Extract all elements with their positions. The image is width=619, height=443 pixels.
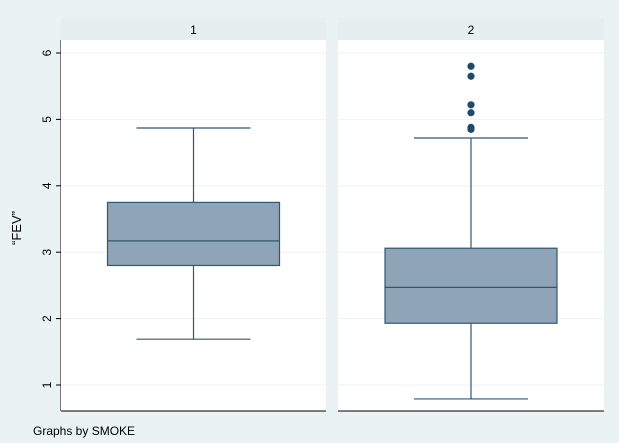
facet-strip xyxy=(61,18,326,40)
facet-label: 1 xyxy=(190,23,197,37)
facet-panel-2: 2 xyxy=(338,18,604,412)
y-tick-label: 6 xyxy=(40,49,54,56)
outlier-point xyxy=(467,72,475,80)
iqr-box xyxy=(106,201,281,267)
outlier-point xyxy=(467,62,475,70)
outlier-point xyxy=(467,101,475,109)
y-axis-title: “FEV” xyxy=(9,211,24,245)
outlier-point xyxy=(467,125,475,133)
y-tick-label: 2 xyxy=(40,315,54,322)
y-tick-label: 3 xyxy=(40,249,54,256)
facet-panel-1: 1 xyxy=(61,18,326,412)
y-tick-label: 1 xyxy=(40,381,54,388)
outlier-point xyxy=(467,109,475,117)
iqr-box xyxy=(384,247,558,324)
y-tick-label: 5 xyxy=(40,116,54,123)
y-tick-label: 4 xyxy=(40,182,54,189)
facet-strip xyxy=(338,18,604,40)
facet-label: 2 xyxy=(468,23,475,37)
graphs-by-note: Graphs by SMOKE xyxy=(33,424,135,438)
